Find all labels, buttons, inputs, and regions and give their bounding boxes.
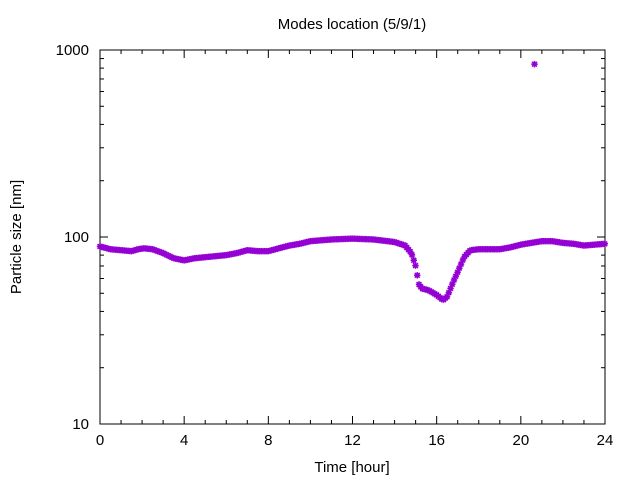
y-tick-label: 1000 (56, 42, 89, 59)
x-axis-label: Time [hour] (314, 459, 389, 476)
x-tick-label: 4 (180, 432, 188, 449)
x-tick-label: 12 (344, 432, 361, 449)
y-axis-label: Particle size [nm] (8, 180, 25, 294)
x-axis: 0 4 8 12 16 20 24 (96, 50, 614, 449)
data-point (410, 257, 417, 264)
x-tick-label: 20 (512, 432, 529, 449)
data-points (96, 60, 608, 303)
y-axis: 10 100 1000 (56, 42, 605, 433)
x-tick-label: 16 (428, 432, 445, 449)
chart-title: Modes location (5/9/1) (278, 16, 426, 33)
x-tick-label: 0 (96, 432, 104, 449)
data-point (412, 262, 419, 269)
x-tick-label: 8 (264, 432, 272, 449)
data-point (408, 251, 416, 259)
data-point (601, 240, 608, 247)
data-point (531, 60, 538, 68)
y-tick-label: 100 (64, 229, 89, 246)
data-point (414, 272, 421, 279)
y-tick-label: 10 (72, 416, 89, 433)
x-tick-label: 24 (597, 432, 614, 449)
